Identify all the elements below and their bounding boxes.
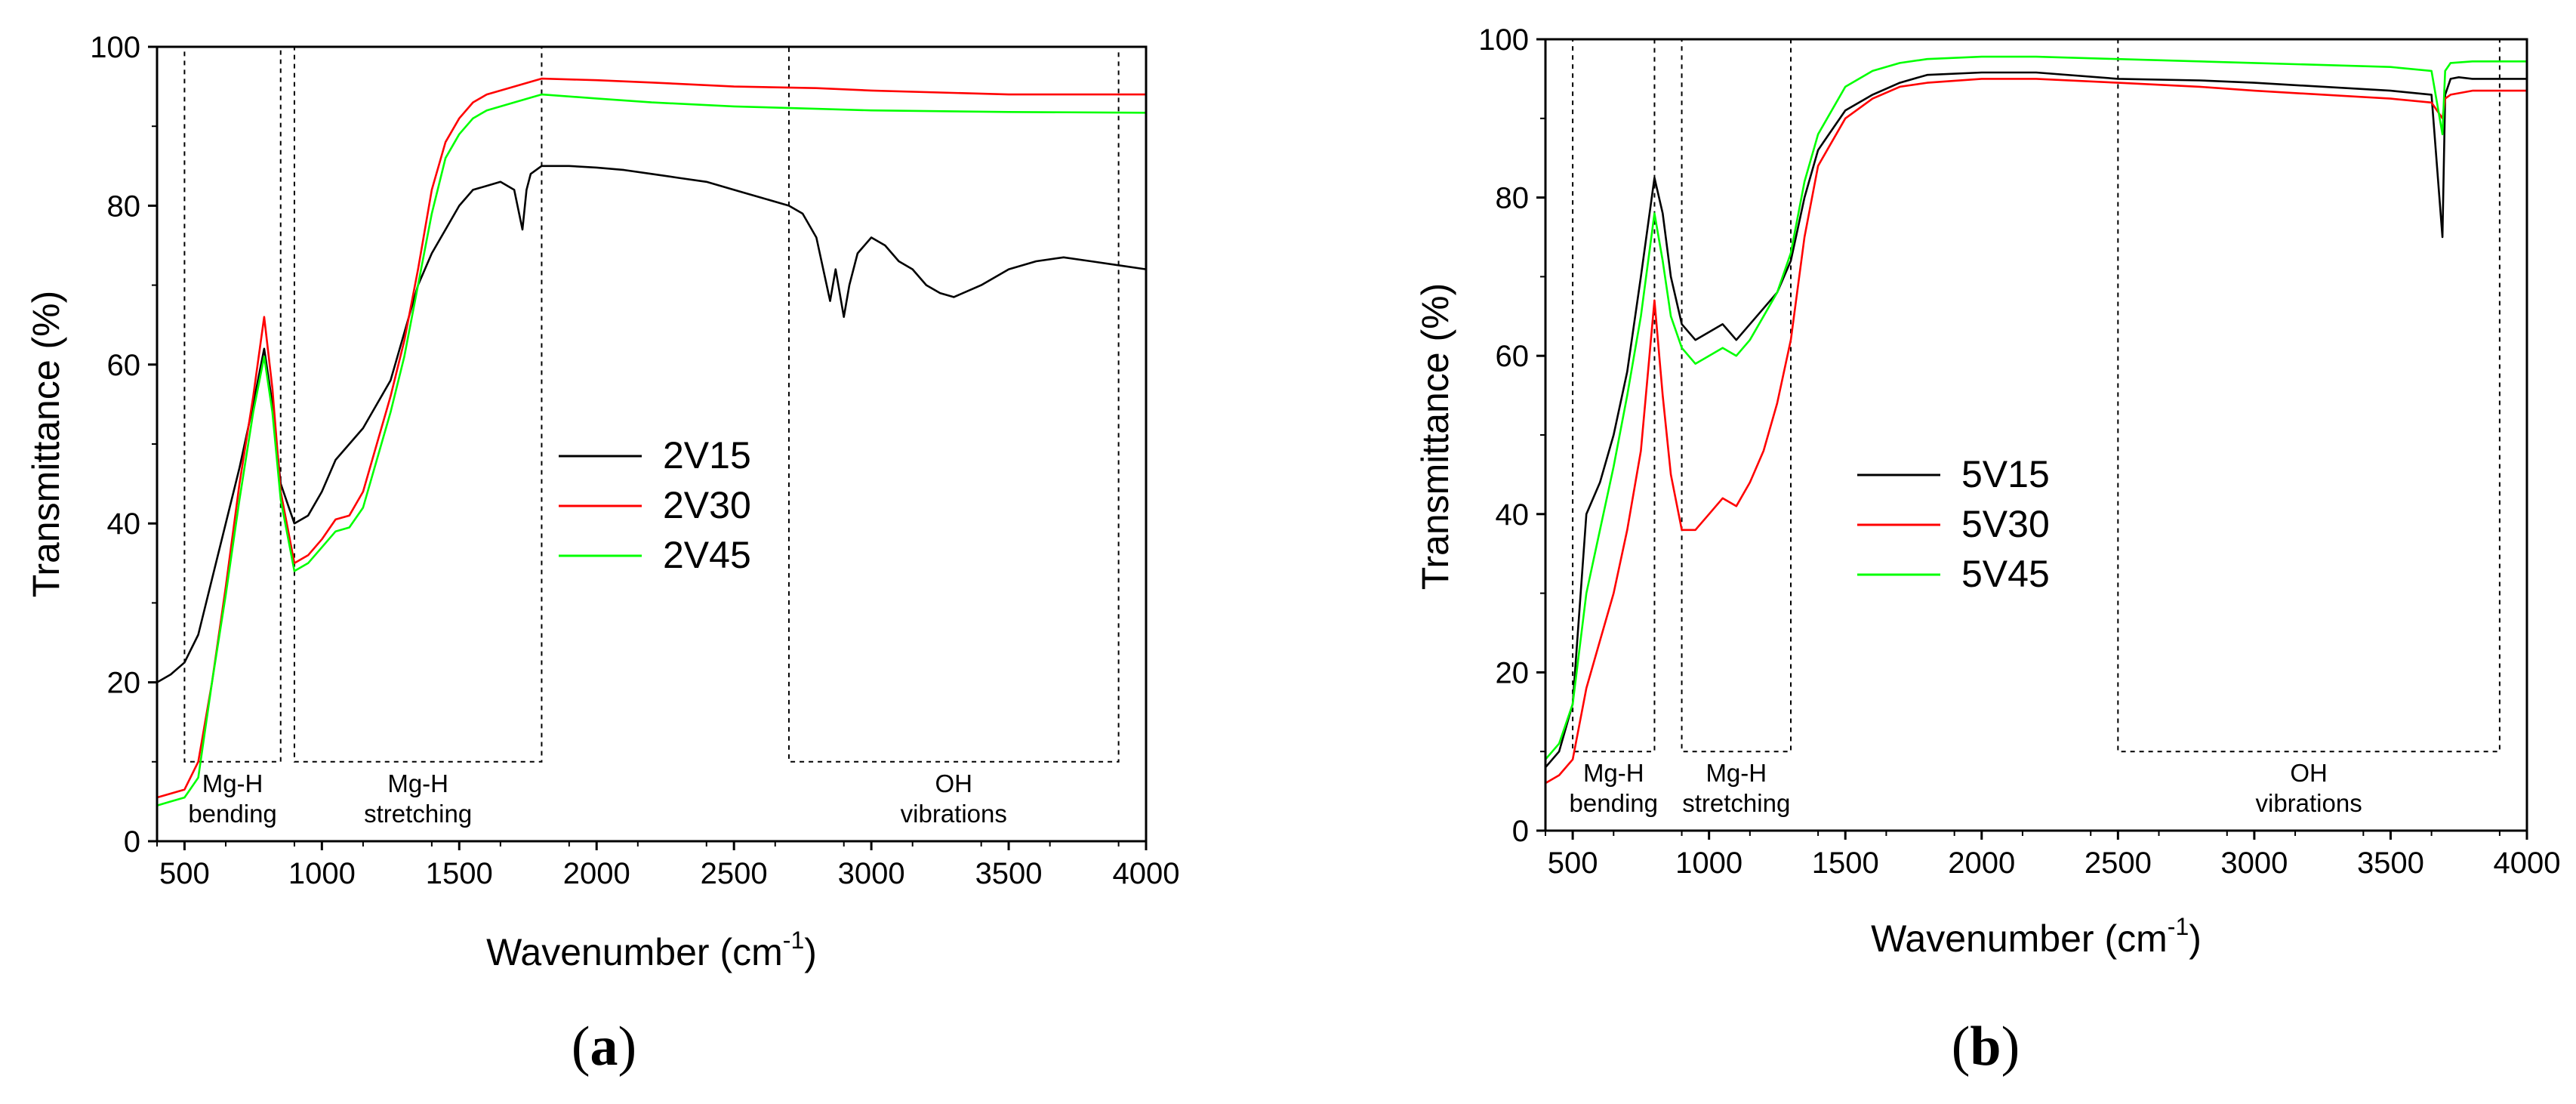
y-tick-label-a-0: 0 bbox=[124, 825, 140, 859]
x-axis-label-b: Wavenumber (cm-1) bbox=[1871, 913, 2202, 960]
legend-label-5V45: 5V45 bbox=[1961, 553, 2050, 595]
series-lines-a bbox=[156, 77, 1147, 806]
series-line-2V30 bbox=[156, 77, 1146, 799]
series-line-2V15 bbox=[156, 165, 1147, 683]
region-box-b-1 bbox=[1681, 39, 1792, 753]
region-label-b-0-1: bending bbox=[1570, 789, 1658, 817]
x-tick-label-b-3000: 3000 bbox=[2220, 847, 2288, 880]
region-label-b-0-0: Mg-H bbox=[1583, 759, 1644, 787]
caption-a: (a) bbox=[572, 1016, 636, 1078]
x-axis-label-a: Wavenumber (cm-1) bbox=[486, 927, 817, 973]
x-tick-label-b-3500: 3500 bbox=[2357, 847, 2424, 880]
x-tick-label-b-1000: 1000 bbox=[1675, 847, 1742, 880]
y-tick-label-a-100: 100 bbox=[90, 31, 140, 64]
series-line-5V30 bbox=[1545, 78, 2527, 785]
x-tick-label-a-4000: 4000 bbox=[1113, 857, 1180, 890]
legend-label-2V45: 2V45 bbox=[663, 534, 751, 576]
region-label-a-1-0: Mg-H bbox=[387, 769, 448, 797]
y-tick-label-a-40: 40 bbox=[107, 507, 141, 541]
y-tick-label-a-80: 80 bbox=[107, 190, 141, 223]
y-axis-label-a: Transmittance (%) bbox=[25, 291, 67, 598]
x-tick-label-a-500: 500 bbox=[159, 857, 210, 890]
legend-a: 2V15 2V30 2V45 bbox=[559, 434, 751, 576]
y-tick-label-b-60: 60 bbox=[1496, 340, 1530, 373]
region-label-a-0-1: bending bbox=[188, 800, 276, 828]
y-tick-label-b-80: 80 bbox=[1496, 182, 1530, 215]
region-box-a-2 bbox=[787, 46, 1120, 763]
region-box-b-0 bbox=[1572, 39, 1656, 753]
x-tick-label-a-2500: 2500 bbox=[701, 857, 768, 890]
x-tick-label-a-3000: 3000 bbox=[838, 857, 905, 890]
x-ticks-b: 500 1000 1500 2000 2500 3000 3500 4000 bbox=[1545, 831, 2560, 880]
region-label-a-0-0: Mg-H bbox=[202, 769, 263, 797]
y-tick-label-b-20: 20 bbox=[1496, 656, 1530, 689]
legend-label-2V30: 2V30 bbox=[663, 484, 751, 526]
region-label-a-1-1: stretching bbox=[364, 800, 472, 828]
plot-frame-b bbox=[1544, 38, 2528, 832]
x-tick-label-b-4000: 4000 bbox=[2494, 847, 2561, 880]
series-line-2V45 bbox=[156, 93, 1147, 806]
y-axis-label-b: Transmittance (%) bbox=[1414, 283, 1456, 591]
x-tick-label-a-3500: 3500 bbox=[975, 857, 1043, 890]
caption-b: (b) bbox=[1952, 1016, 2020, 1078]
plot-frame-a bbox=[156, 45, 1148, 843]
x-tick-label-b-2000: 2000 bbox=[1948, 847, 2015, 880]
y-tick-label-a-20: 20 bbox=[107, 667, 141, 700]
series-line-5V15 bbox=[1545, 71, 2527, 769]
x-tick-label-a-1000: 1000 bbox=[288, 857, 356, 890]
region-label-a-2-1: vibrations bbox=[901, 800, 1007, 828]
chart-panel-a: Mg-H bending Mg-H stretching OH vibrations 50… bbox=[25, 31, 1179, 1078]
legend-label-5V15: 5V15 bbox=[1961, 453, 2050, 495]
series-line-5V45 bbox=[1545, 55, 2527, 760]
legend-b: 5V15 5V30 5V45 bbox=[1857, 453, 2050, 595]
region-box-a-0 bbox=[183, 46, 282, 763]
series-lines-b bbox=[1545, 55, 2527, 785]
y-tick-label-b-0: 0 bbox=[1512, 815, 1529, 848]
region-box-b-2 bbox=[2117, 39, 2501, 753]
y-tick-label-b-40: 40 bbox=[1496, 498, 1530, 532]
x-ticks-a: 500 1000 1500 2000 2500 3000 3500 4000 bbox=[156, 841, 1180, 890]
region-label-a-2-0: OH bbox=[935, 769, 973, 797]
region-label-b-1-1: stretching bbox=[1682, 789, 1790, 817]
region-box-a-1 bbox=[293, 46, 543, 763]
y-ticks-a: 0 20 40 60 80 100 bbox=[90, 31, 157, 859]
x-tick-label-b-500: 500 bbox=[1548, 847, 1598, 880]
region-label-b-1-0: Mg-H bbox=[1706, 759, 1767, 787]
x-tick-label-a-1500: 1500 bbox=[426, 857, 493, 890]
x-tick-label-b-2500: 2500 bbox=[2085, 847, 2152, 880]
x-tick-label-b-1500: 1500 bbox=[1812, 847, 1879, 880]
y-tick-label-b-100: 100 bbox=[1478, 23, 1529, 57]
region-label-b-2-1: vibrations bbox=[2255, 789, 2362, 817]
region-boxes-a: Mg-H bending Mg-H stretching OH vibrations bbox=[183, 46, 1120, 828]
y-ticks-b: 0 20 40 60 80 100 bbox=[1478, 23, 1545, 848]
x-tick-label-a-2000: 2000 bbox=[563, 857, 630, 890]
region-label-b-2-0: OH bbox=[2290, 759, 2328, 787]
y-tick-label-a-60: 60 bbox=[107, 349, 141, 382]
legend-label-2V15: 2V15 bbox=[663, 434, 751, 476]
legend-label-5V30: 5V30 bbox=[1961, 503, 2050, 545]
